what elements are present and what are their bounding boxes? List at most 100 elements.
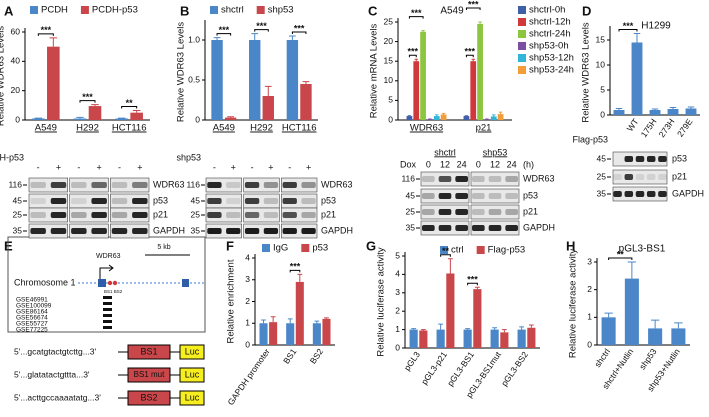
y-axis-label: Relative luciferase activity <box>568 249 579 359</box>
error-bar <box>297 273 303 282</box>
lane-label: + <box>231 162 236 172</box>
blot-band <box>455 225 468 231</box>
blot-band <box>111 182 128 188</box>
reporter <box>179 367 205 383</box>
protein-label: p21 <box>523 206 538 216</box>
marker-label: 35 <box>191 225 201 235</box>
marker-label: 45 <box>13 195 23 205</box>
blot-strip <box>205 223 242 239</box>
blot-strip <box>110 207 150 223</box>
blot-strip <box>470 204 520 220</box>
blot-band <box>438 225 452 231</box>
error-bar <box>435 114 439 117</box>
blot-treatment: Flag-p53 <box>572 134 608 144</box>
blot-band <box>282 198 297 204</box>
x-tick-label: WDR63 <box>410 123 443 134</box>
blot-band <box>505 225 518 231</box>
blot-band <box>613 191 622 197</box>
panel-label: D <box>582 3 591 18</box>
blot-strip <box>281 177 318 193</box>
protein-label: WDR63 <box>523 173 555 183</box>
significance-label: *** <box>465 47 476 57</box>
bar <box>249 40 261 120</box>
y-tick-label: 15 <box>384 55 394 65</box>
blot-treatment: Dox <box>400 159 417 169</box>
x-tick-label: BS2 <box>308 346 326 365</box>
lane-label: + <box>306 162 311 172</box>
blot-band <box>50 228 67 234</box>
reporter <box>179 390 205 406</box>
y-tick-label: 0 <box>245 339 250 349</box>
blot-band <box>635 174 645 180</box>
y-axis-label: Relative mRNA Levels <box>369 23 380 118</box>
bar <box>671 328 686 345</box>
y-tick-label: 0 <box>395 342 400 352</box>
x-tick-label: HCT116 <box>282 123 317 134</box>
legend-swatch <box>518 18 526 26</box>
construct-element <box>127 344 171 360</box>
protein-label: GAPDH <box>672 188 704 198</box>
error-bar <box>227 116 235 118</box>
chart-title: A549 <box>440 6 464 17</box>
peak-track <box>103 296 112 329</box>
blot-band <box>455 209 468 215</box>
bar <box>500 332 509 348</box>
blot-band <box>263 182 279 188</box>
construct-element-label: BS1 <box>140 346 157 356</box>
marker-label: 35 <box>406 222 416 232</box>
bar <box>473 289 482 348</box>
blot-band <box>244 182 260 188</box>
x-tick-label: shp53 <box>637 346 659 371</box>
bar <box>631 42 643 115</box>
legend-swatch <box>518 30 526 38</box>
significance-label: *** <box>467 275 478 285</box>
blot-band <box>91 228 107 234</box>
blot-band <box>488 176 502 182</box>
y-tick-label: 5 <box>395 250 400 260</box>
y-tick-label: 4 <box>245 252 250 262</box>
blot-strip <box>205 207 242 223</box>
significance-bracket <box>408 54 417 58</box>
blot-band <box>30 212 46 218</box>
y-tick-label: 4 <box>395 269 400 279</box>
protein-label: p53 <box>153 195 168 205</box>
blot-band <box>658 191 667 197</box>
blot-strip <box>281 207 318 223</box>
error-bar <box>519 326 525 330</box>
blot-band <box>50 212 67 218</box>
blot-band <box>282 228 297 234</box>
dataset: GSE77225 <box>16 327 48 334</box>
blot-band <box>301 182 316 188</box>
blot-band <box>30 228 46 234</box>
blot-strip <box>470 171 520 187</box>
legend-label: shp53 <box>268 5 294 16</box>
blot-band <box>111 198 128 204</box>
protein-label: WDR63 <box>321 179 353 189</box>
sites-label: BS1 BS2 <box>104 289 123 294</box>
blot-band <box>658 156 667 162</box>
legend-swatch <box>518 66 526 74</box>
construct-element-label: BS2 <box>140 392 157 402</box>
x-tick-label: GAPDH promoter <box>225 347 271 407</box>
blot-band <box>301 228 316 234</box>
blot-band <box>624 174 634 180</box>
marker-label: 25 <box>597 171 607 181</box>
blot-strip <box>243 207 280 223</box>
blot-strip <box>110 223 150 239</box>
blot-band <box>488 193 502 199</box>
dataset: GSE100099 <box>16 303 52 310</box>
significance-bracket <box>37 33 54 36</box>
error-bar <box>650 319 660 329</box>
blot-band <box>244 212 260 218</box>
error-bar <box>441 112 446 115</box>
blot-band <box>505 209 518 215</box>
legend-label: ctrl <box>451 245 464 256</box>
error-bar <box>669 107 677 109</box>
construct-element <box>127 367 171 383</box>
y-tick-label: 1 <box>395 324 400 334</box>
legend-label: shctrl <box>221 5 244 16</box>
marker-label: 116 <box>401 173 415 183</box>
bar <box>32 118 45 120</box>
y-tick-label: 0 <box>388 114 393 124</box>
panel-label: G <box>366 238 376 253</box>
